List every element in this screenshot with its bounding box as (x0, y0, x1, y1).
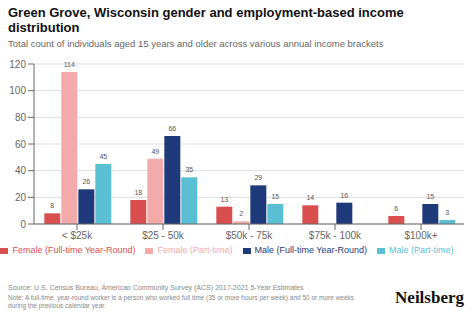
svg-text:35: 35 (185, 166, 193, 173)
svg-text:3: 3 (445, 209, 449, 216)
html-text:Green Grove, Wisconsin gender: Green Grove, Wisconsin gender and employ… (8, 5, 404, 20)
html-text:Female (Full-time Year-Round): Female (Full-time Year-Round) (12, 245, 136, 255)
svg-text:26: 26 (82, 178, 90, 185)
svg-text:13: 13 (220, 196, 228, 203)
svg-text:0: 0 (20, 219, 26, 230)
svg-text:20: 20 (15, 192, 27, 203)
svg-text:$25 - 50k: $25 - 50k (142, 230, 185, 241)
html-text:Source: U.S. Census Bureau, Am: Source: U.S. Census Bureau, American Com… (8, 284, 304, 291)
svg-text:15: 15 (271, 193, 279, 200)
svg-text:2: 2 (239, 210, 243, 217)
svg-text:60: 60 (15, 139, 27, 150)
svg-text:100: 100 (9, 85, 26, 96)
html-text:Male (Part-time): Male (Part-time) (389, 245, 454, 255)
html-text:Female (Part-time): Female (Part-time) (157, 245, 233, 255)
svg-text:16: 16 (340, 192, 348, 199)
svg-text:40: 40 (15, 165, 27, 176)
svg-text:14: 14 (306, 194, 314, 201)
html-text:distribution: distribution (8, 20, 80, 35)
svg-text:29: 29 (254, 174, 262, 181)
svg-text:49: 49 (151, 148, 159, 155)
svg-text:114: 114 (64, 61, 75, 68)
svg-text:6: 6 (394, 205, 398, 212)
svg-text:120: 120 (9, 59, 26, 70)
svg-text:15: 15 (426, 193, 434, 200)
svg-text:8: 8 (50, 202, 54, 209)
svg-text:66: 66 (168, 125, 176, 132)
html-text:Note: A full-time, year-round: Note: A full-time, year-round worker is … (8, 294, 355, 309)
svg-text:18: 18 (134, 189, 142, 196)
svg-text:$100k+: $100k+ (404, 230, 437, 241)
svg-text:45: 45 (99, 153, 107, 160)
svg-text:$75k - 100k: $75k - 100k (309, 230, 362, 241)
svg-text:$50k - 75k: $50k - 75k (226, 230, 274, 241)
html-text:Male (Full-time Year-Round): Male (Full-time Year-Round) (254, 245, 367, 255)
svg-text:< $25k: < $25k (62, 230, 93, 241)
svg-text:80: 80 (15, 112, 27, 123)
html-text:Total count of individuals age: Total count of individuals aged 15 years… (8, 38, 384, 49)
html-text:Neilsberg: Neilsberg (395, 288, 464, 307)
